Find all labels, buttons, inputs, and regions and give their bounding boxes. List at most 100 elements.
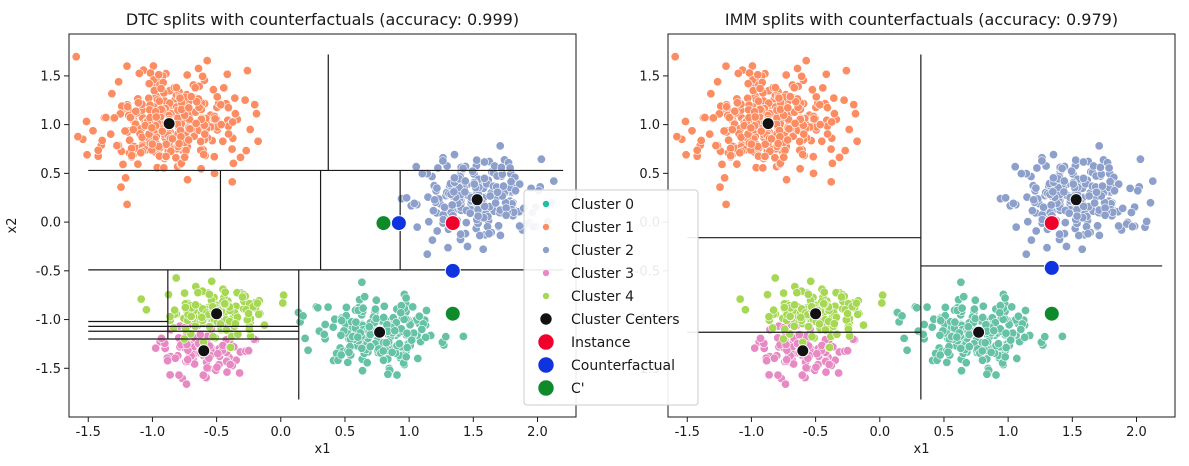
cluster-0-point: [897, 311, 907, 321]
cluster-4-point: [740, 305, 750, 315]
cluster-0-point: [364, 322, 374, 332]
cluster-0-point: [381, 338, 391, 348]
cluster-2-point: [515, 221, 525, 231]
cluster-2-point: [479, 173, 489, 183]
cluster-4-point: [204, 289, 214, 299]
cluster-4-point: [180, 288, 190, 298]
cluster-1-point: [672, 132, 682, 142]
legend-entry: Cluster 1: [542, 220, 634, 236]
cluster-0-point: [392, 370, 402, 380]
cluster-1-point: [82, 150, 92, 160]
cluster-2-point: [1133, 186, 1143, 196]
cluster-2-point: [428, 206, 438, 216]
cluster-1-point: [841, 66, 851, 76]
cluster-2-point: [510, 186, 520, 196]
cluster-1-point: [815, 120, 825, 130]
cluster-1-point: [792, 64, 802, 74]
cluster-1-point: [799, 129, 809, 139]
cluster-1-point: [192, 97, 202, 107]
cluster-1-point: [730, 106, 740, 116]
cluster-0-point: [978, 301, 988, 311]
x-tick-label: 1.0: [998, 425, 1019, 440]
cluster-4-point: [796, 312, 806, 322]
cluster-1-point: [125, 113, 135, 123]
cluster-3-point: [764, 370, 774, 380]
cluster-1-point: [123, 102, 133, 112]
cluster-1-point: [242, 66, 252, 76]
cluster-1-point: [681, 150, 691, 160]
cluster-2-point: [515, 179, 525, 189]
cluster-0-point: [1006, 335, 1016, 345]
cluster-2-point: [424, 217, 434, 227]
cluster-1-point: [199, 150, 209, 160]
cluster-1-point: [107, 89, 117, 99]
cluster-0-point: [936, 316, 946, 326]
cluster-2-point: [411, 162, 421, 172]
cluster-4-point: [164, 290, 174, 300]
cluster-0-point: [1020, 332, 1030, 342]
cluster-2-point: [1059, 176, 1069, 186]
legend-label: Instance: [571, 335, 631, 351]
cluster-1-point: [114, 77, 124, 87]
cluster-2-point: [472, 155, 482, 165]
cluster-0-point: [1040, 332, 1050, 342]
cluster-0-point: [969, 304, 979, 314]
cluster-1-point: [808, 152, 818, 162]
cluster-2-point: [468, 166, 478, 176]
cluster-1-point: [82, 117, 92, 127]
cluster-4-point: [186, 311, 196, 321]
cluster-0-point: [956, 366, 966, 376]
cluster-1-point: [219, 83, 229, 93]
cluster-center-marker: [761, 117, 775, 131]
x-tick-label: 1.5: [1062, 425, 1083, 440]
cluster-3-point: [834, 368, 844, 378]
cluster-4-point: [220, 287, 230, 297]
cluster-1-point: [732, 159, 742, 169]
cluster-0-point: [1020, 305, 1030, 315]
cluster-4-point: [259, 320, 269, 330]
cluster-2-point: [1100, 210, 1110, 220]
cluster-0-point: [995, 308, 1005, 318]
cluster-1-point: [840, 146, 850, 156]
c-prime-marker: [1043, 305, 1060, 322]
cluster-1-point: [798, 150, 808, 160]
cluster-4-point: [197, 312, 207, 322]
cluster-1-point: [817, 136, 827, 146]
cluster-2-point: [449, 173, 459, 183]
cluster-0-point: [1016, 324, 1026, 334]
legend-marker: [542, 292, 550, 300]
cluster-1-point: [161, 151, 171, 161]
cluster-1-point: [727, 125, 737, 135]
plot-area: [71, 52, 564, 400]
cluster-0-point: [980, 338, 990, 348]
cluster-1-point: [670, 52, 680, 62]
cluster-1-point: [785, 92, 795, 102]
cluster-2-point: [1064, 208, 1074, 218]
cluster-1-point: [781, 175, 791, 185]
cluster-1-point: [822, 103, 832, 113]
cluster-2-point: [496, 162, 506, 172]
cluster-3-point: [170, 353, 180, 363]
cluster-1-point: [127, 151, 137, 161]
cluster-4-point: [878, 290, 888, 300]
cluster-0-point: [371, 295, 381, 305]
cluster-1-point: [720, 173, 730, 183]
cluster-4-point: [254, 309, 264, 319]
x-tick-label: 0.5: [335, 425, 356, 440]
cluster-0-point: [989, 326, 999, 336]
cluster-1-point: [101, 113, 111, 123]
cluster-4-point: [789, 321, 799, 331]
cluster-1-point: [809, 114, 819, 124]
cluster-0-point: [458, 331, 468, 341]
cluster-2-point: [1001, 193, 1011, 203]
cluster-2-point: [1094, 230, 1104, 240]
cluster-0-point: [991, 370, 1001, 380]
cluster-2-point: [427, 235, 437, 245]
cluster-1-point: [218, 136, 228, 146]
cluster-1-point: [131, 106, 141, 116]
cluster-4-point: [238, 292, 248, 302]
cluster-1-point: [228, 117, 238, 127]
cluster-0-point: [402, 343, 412, 353]
cluster-0-point: [970, 295, 980, 305]
cluster-2-point: [501, 210, 511, 220]
